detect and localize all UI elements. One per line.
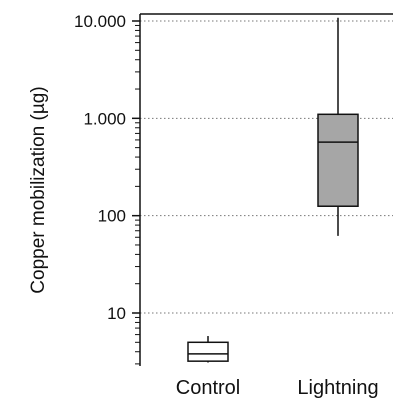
y-ticks: 10.000 1.000 100 10 (74, 12, 140, 365)
y-tick-label: 100 (98, 207, 126, 226)
iqr-box (317, 113, 359, 207)
x-tick-label: Control (176, 377, 240, 399)
y-tick-label: 1.000 (83, 109, 126, 128)
box-series (187, 17, 359, 363)
x-tick-labels: Control Lightning (176, 377, 379, 399)
x-tick-label: Lightning (297, 377, 378, 399)
box-lightning (317, 17, 359, 236)
box-control (187, 336, 229, 363)
y-tick-label: 10 (107, 304, 126, 323)
axes (139, 13, 393, 366)
y-tick-label: 10.000 (74, 12, 126, 31)
y-axis-label: Copper mobilization (µg) (28, 86, 49, 293)
iqr-box (187, 341, 229, 362)
